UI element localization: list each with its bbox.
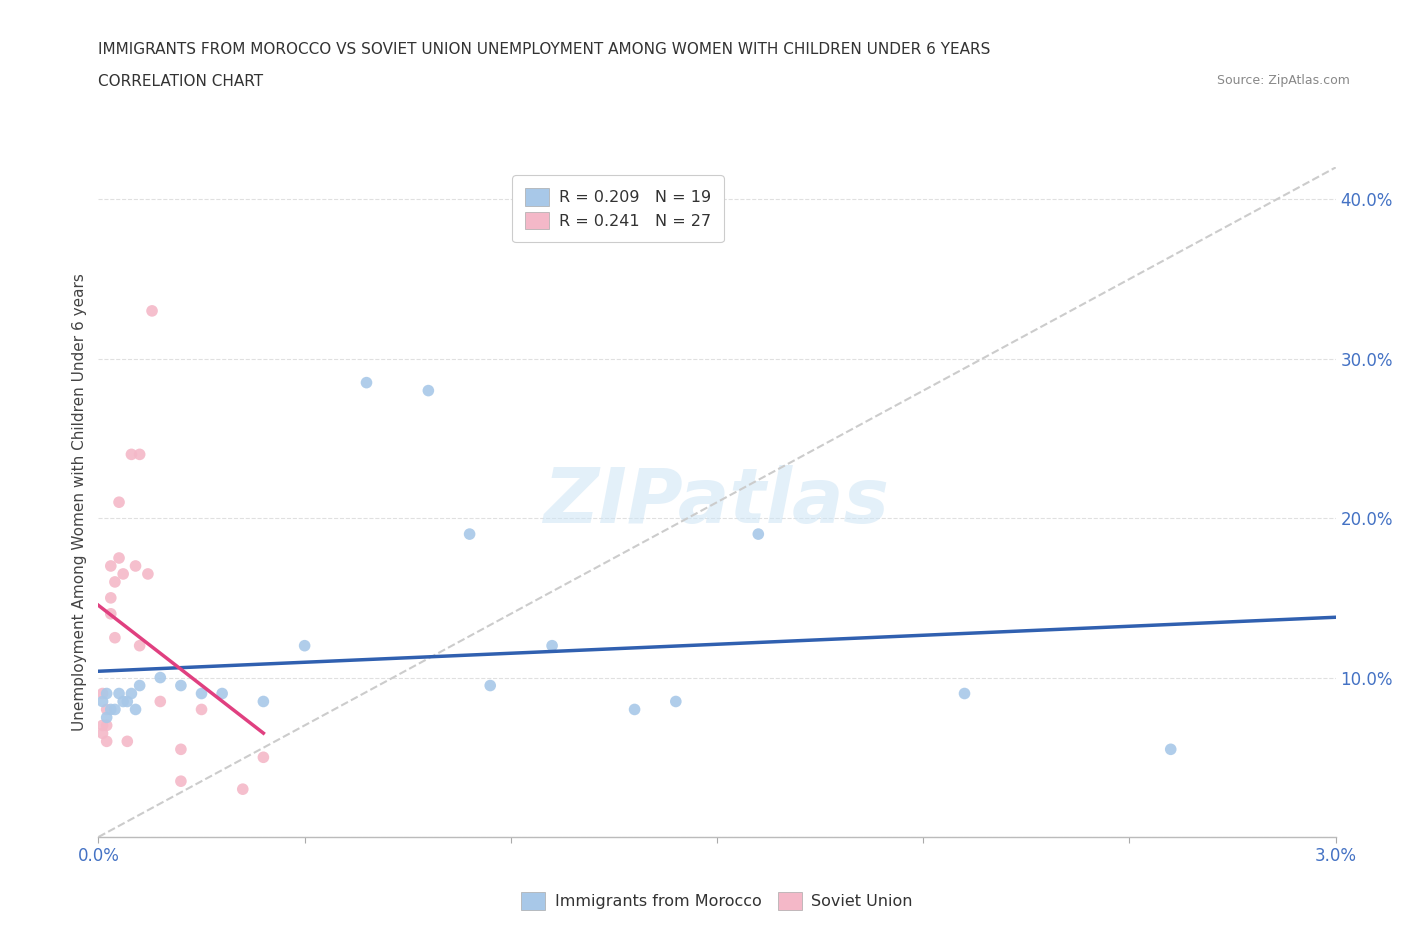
Point	[252, 750, 274, 764]
Point	[479, 678, 502, 693]
Y-axis label: Unemployment Among Women with Children Under 6 years: Unemployment Among Women with Children U…	[72, 273, 87, 731]
Point	[91, 694, 114, 709]
Point	[170, 678, 193, 693]
Text: IMMIGRANTS FROM MOROCCO VS SOVIET UNION UNEMPLOYMENT AMONG WOMEN WITH CHILDREN U: IMMIGRANTS FROM MOROCCO VS SOVIET UNION …	[98, 42, 991, 57]
Point	[953, 686, 976, 701]
Point	[541, 638, 564, 653]
Point	[170, 774, 193, 789]
Point	[104, 575, 127, 590]
Point	[128, 678, 150, 693]
Point	[117, 694, 139, 709]
Point	[149, 694, 172, 709]
Point	[100, 559, 122, 574]
Text: CORRELATION CHART: CORRELATION CHART	[98, 74, 263, 89]
Point	[665, 694, 688, 709]
Point	[232, 782, 254, 797]
Point	[124, 559, 146, 574]
Point	[104, 702, 127, 717]
Point	[252, 694, 274, 709]
Point	[418, 383, 440, 398]
Point	[124, 702, 146, 717]
Point	[96, 734, 118, 749]
Point	[747, 526, 769, 541]
Point	[211, 686, 233, 701]
Text: Source: ZipAtlas.com: Source: ZipAtlas.com	[1216, 74, 1350, 87]
Point	[136, 566, 159, 581]
Point	[96, 718, 118, 733]
Point	[623, 702, 645, 717]
Point	[120, 447, 142, 462]
Point	[108, 686, 131, 701]
Point	[96, 710, 118, 724]
Point	[1160, 742, 1182, 757]
Point	[96, 686, 118, 701]
Point	[104, 631, 127, 645]
Point	[91, 686, 114, 701]
Point	[108, 551, 131, 565]
Point	[117, 734, 139, 749]
Point	[294, 638, 316, 653]
Point	[91, 726, 114, 741]
Point	[141, 303, 163, 318]
Text: ZIPatlas: ZIPatlas	[544, 465, 890, 539]
Point	[96, 702, 118, 717]
Point	[100, 591, 122, 605]
Point	[128, 638, 150, 653]
Point	[100, 606, 122, 621]
Point	[112, 566, 135, 581]
Legend: Immigrants from Morocco, Soviet Union: Immigrants from Morocco, Soviet Union	[515, 886, 920, 916]
Point	[170, 742, 193, 757]
Point	[190, 686, 212, 701]
Point	[190, 702, 212, 717]
Point	[91, 718, 114, 733]
Point	[356, 375, 378, 390]
Point	[128, 447, 150, 462]
Point	[120, 686, 142, 701]
Point	[112, 694, 135, 709]
Point	[108, 495, 131, 510]
Point	[100, 702, 122, 717]
Point	[149, 671, 172, 685]
Point	[458, 526, 481, 541]
